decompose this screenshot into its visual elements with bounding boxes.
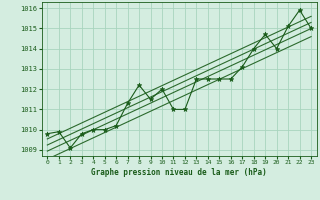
X-axis label: Graphe pression niveau de la mer (hPa): Graphe pression niveau de la mer (hPa) [91, 168, 267, 177]
